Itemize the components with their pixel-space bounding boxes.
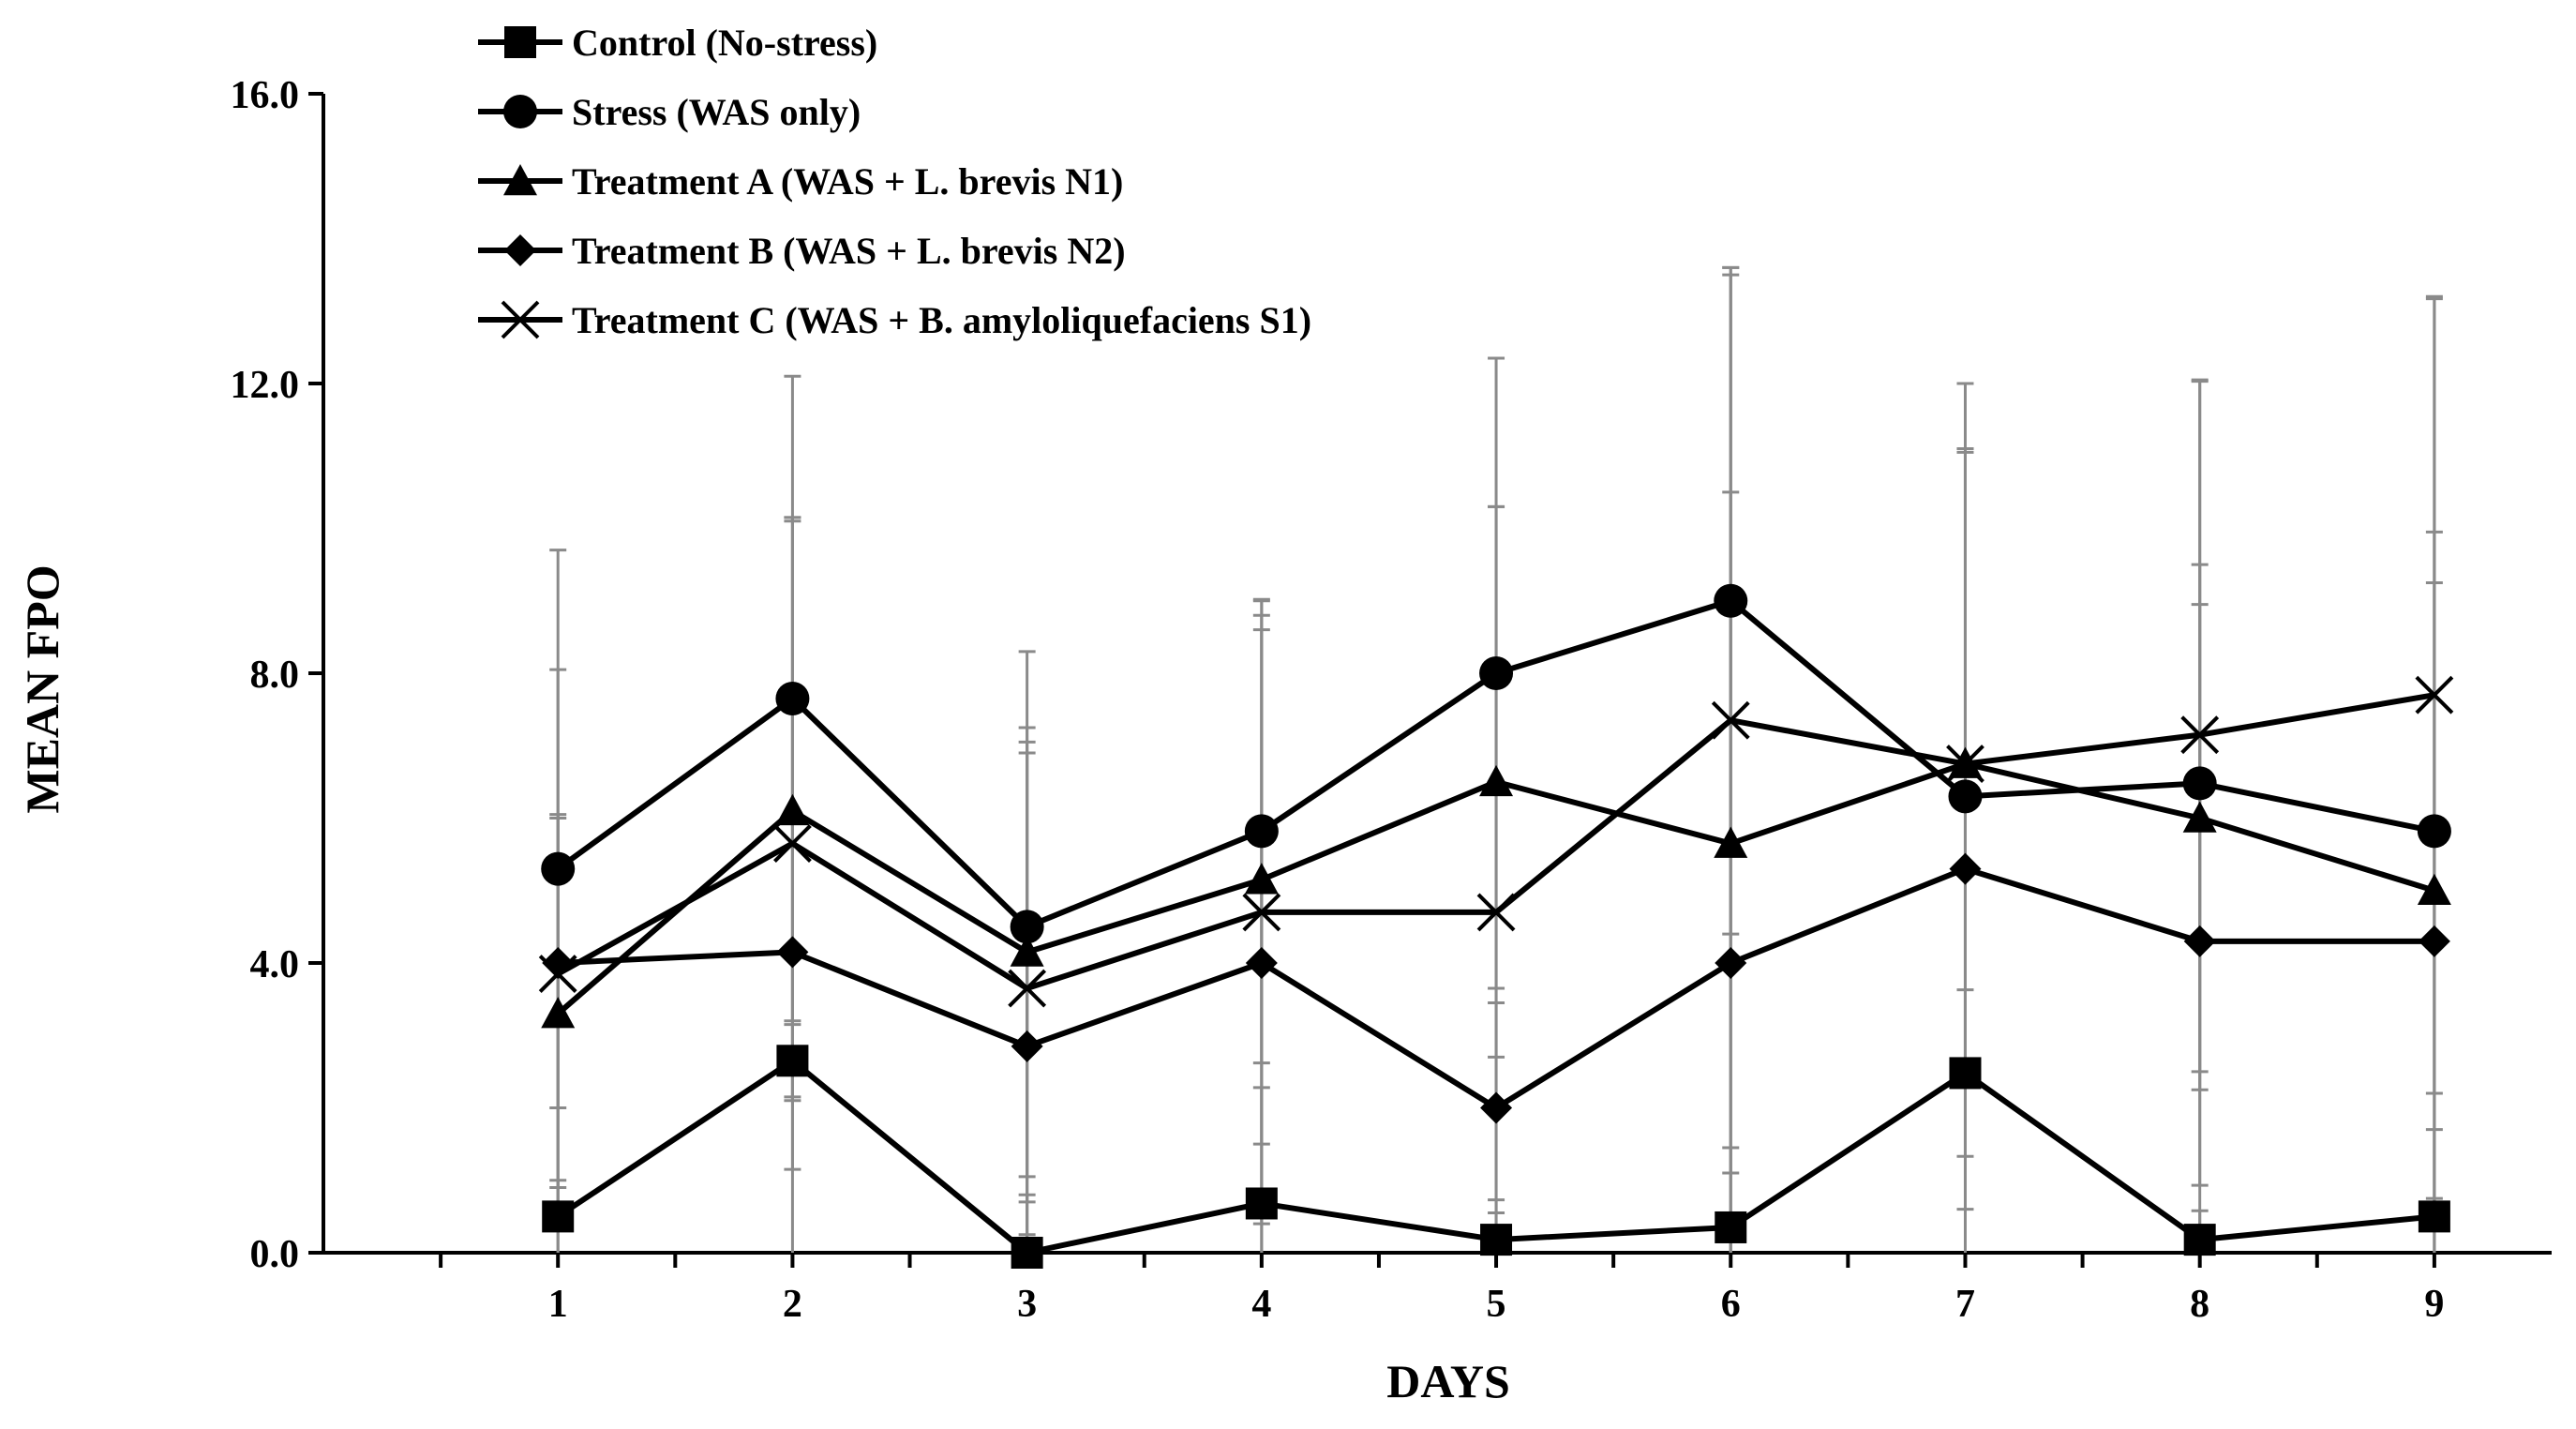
- legend-entry: Treatment C (WAS + B. amyloliquefaciens …: [478, 299, 1311, 341]
- circle-marker: [503, 95, 537, 128]
- y-tick-label: 8.0: [250, 654, 300, 697]
- diamond-marker: [1011, 1030, 1043, 1062]
- square-marker: [1011, 1237, 1043, 1269]
- triangle-marker: [775, 793, 810, 826]
- square-marker: [1480, 1224, 1513, 1256]
- square-marker: [1245, 1187, 1278, 1220]
- x-tick-label: 8: [2190, 1283, 2209, 1326]
- diamond-marker: [1480, 1091, 1513, 1124]
- legend-entry: Treatment A (WAS + L. brevis N1): [478, 160, 1123, 203]
- x-marker: [1008, 969, 1047, 1008]
- x-tick-label: 2: [783, 1283, 802, 1326]
- triangle-marker: [1010, 935, 1044, 967]
- y-tick-label: 0.0: [250, 1233, 300, 1276]
- legend-label: Treatment B (WAS + L. brevis N2): [572, 230, 1126, 272]
- diamond-marker: [2418, 925, 2450, 957]
- triangle-marker: [1714, 826, 1748, 858]
- circle-marker: [1244, 814, 1279, 849]
- x-marker: [1242, 893, 1281, 932]
- series-5: [538, 675, 2454, 1008]
- x-marker: [2415, 675, 2454, 714]
- diamond-marker: [776, 936, 809, 969]
- circle-marker: [2182, 766, 2217, 801]
- series-lines: [538, 583, 2454, 1269]
- triangle-marker: [541, 997, 576, 1029]
- y-tick-label: 4.0: [250, 943, 300, 986]
- square-marker: [1715, 1211, 1747, 1243]
- y-tick-label: 12.0: [231, 364, 300, 407]
- legend-entry: Stress (WAS only): [478, 91, 861, 133]
- square-marker: [776, 1045, 809, 1077]
- legend-label: Control (No-stress): [572, 22, 877, 64]
- x-marker: [773, 824, 812, 863]
- x-tick-label: 4: [1251, 1283, 1271, 1326]
- x-marker: [1711, 700, 1750, 740]
- series-1: [542, 1045, 2450, 1269]
- legend-label: Treatment C (WAS + B. amyloliquefaciens …: [572, 299, 1311, 341]
- x-marker: [1476, 893, 1516, 932]
- legend: Control (No-stress) Stress (WAS only) Trea…: [478, 22, 1311, 341]
- legend-label: Treatment A (WAS + L. brevis N1): [572, 160, 1123, 203]
- diamond-marker: [1949, 852, 1982, 885]
- triangle-marker: [2417, 873, 2451, 906]
- square-marker: [504, 26, 536, 58]
- square-marker: [1949, 1057, 1982, 1090]
- y-axis-title: MEAN FPO: [16, 564, 68, 813]
- x-marker: [538, 955, 577, 994]
- triangle-marker: [2182, 801, 2217, 833]
- square-marker: [542, 1200, 575, 1233]
- circle-marker: [1010, 910, 1044, 944]
- axes: 0.0 4.0 8.0 12.0 16.0 1 2 3 4 5 6 7 8 9: [231, 74, 2552, 1326]
- x-tick-label: 9: [2424, 1283, 2444, 1326]
- x-tick-label: 7: [1955, 1283, 1975, 1326]
- x-marker: [501, 300, 540, 339]
- x-tick-label: 3: [1017, 1283, 1037, 1326]
- circle-marker: [541, 851, 576, 886]
- triangle-marker: [503, 164, 537, 196]
- y-tick-label: 16.0: [231, 74, 300, 117]
- x-tick-label: 6: [1721, 1283, 1741, 1326]
- triangle-marker: [1479, 764, 1514, 797]
- square-marker: [2418, 1200, 2450, 1233]
- circle-marker: [1714, 583, 1748, 618]
- circle-marker: [1479, 656, 1514, 690]
- circle-marker: [1948, 779, 1983, 814]
- legend-entry: Treatment B (WAS + L. brevis N2): [478, 230, 1126, 272]
- diamond-marker: [2183, 925, 2216, 957]
- x-tick-label: 1: [548, 1283, 568, 1326]
- circle-marker: [2417, 814, 2451, 849]
- x-tick-label: 5: [1487, 1283, 1506, 1326]
- x-marker: [1946, 745, 1984, 783]
- square-marker: [2183, 1224, 2216, 1256]
- series-2: [541, 583, 2451, 944]
- triangle-marker: [1244, 863, 1279, 895]
- x-marker: [2180, 715, 2220, 755]
- diamond-marker: [504, 234, 536, 266]
- diamond-marker: [1245, 947, 1278, 979]
- legend-label: Stress (WAS only): [572, 91, 861, 133]
- x-axis-title: DAYS: [1386, 1355, 1510, 1407]
- diamond-marker: [1715, 947, 1747, 979]
- legend-entry: Control (No-stress): [478, 22, 877, 64]
- circle-marker: [775, 682, 810, 716]
